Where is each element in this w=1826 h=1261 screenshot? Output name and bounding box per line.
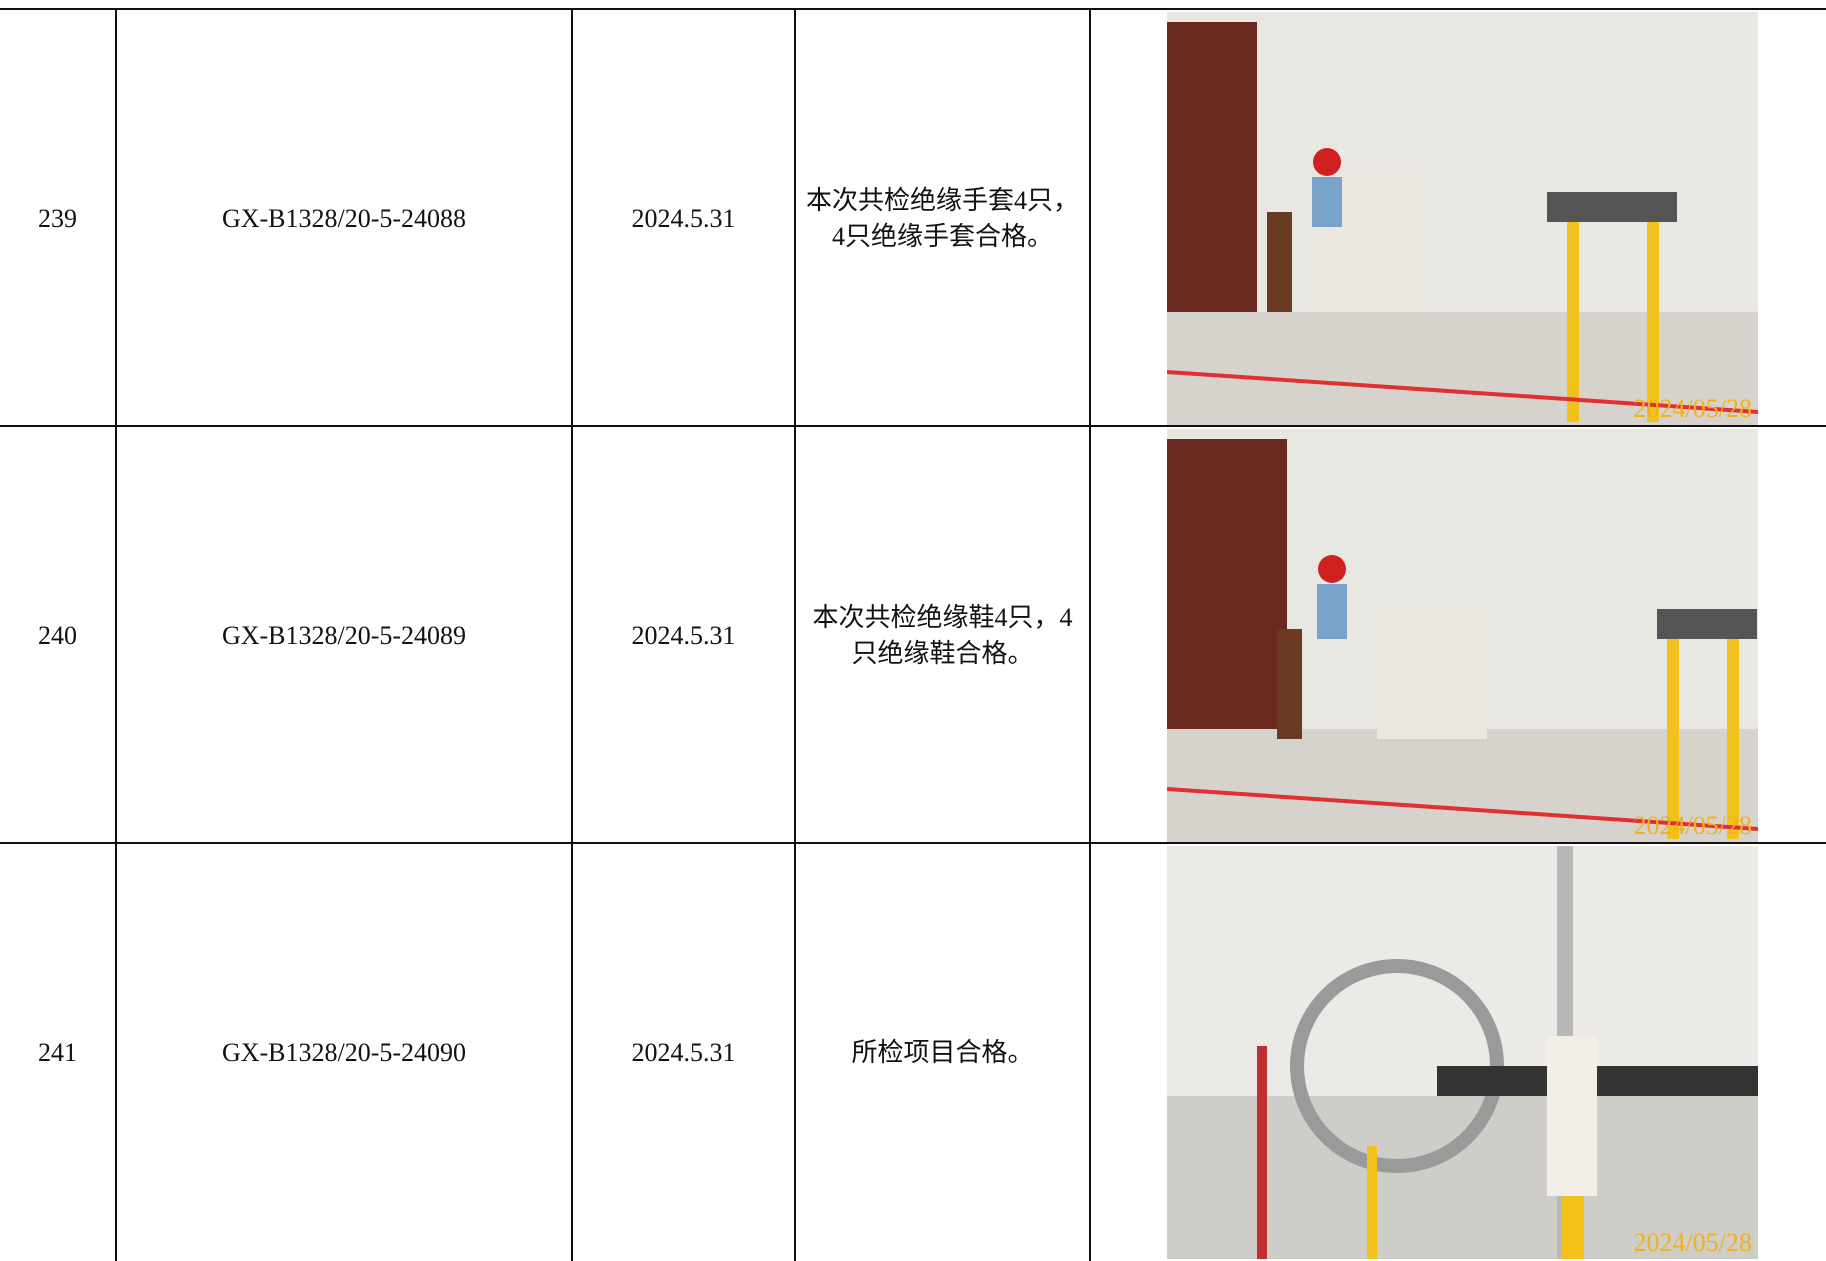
photo: 2024/05/28 — [1167, 12, 1758, 425]
cell-photo: 2024/05/28 — [1089, 427, 1826, 844]
cell-code: GX-B1328/20-5-24088 — [115, 10, 571, 427]
cell-result: 本次共检绝缘鞋4只，4只绝缘鞋合格。 — [794, 427, 1089, 844]
photo: 2024/05/28 — [1167, 429, 1758, 842]
photo-stamp: 2024/05/28 — [1634, 811, 1752, 840]
cell-photo: 2024/05/28 — [1089, 10, 1826, 427]
cell-date: 2024.5.31 — [571, 844, 794, 1261]
table-row: 240 GX-B1328/20-5-24089 2024.5.31 本次共检绝缘鞋4只… — [0, 425, 1826, 844]
cell-number: 240 — [38, 620, 77, 650]
table-row: 241 GX-B1328/20-5-24090 2024.5.31 所检项目合格。 20… — [0, 842, 1826, 1261]
cell-number: 241 — [38, 1037, 77, 1067]
cell-date: 2024.5.31 — [571, 427, 794, 844]
cell-date: 2024.5.31 — [571, 10, 794, 427]
photo-stamp: 2024/05/28 — [1634, 394, 1752, 423]
photo: 2024/05/28 — [1167, 846, 1758, 1259]
cell-number: 239 — [38, 203, 77, 233]
cell-result: 所检项目合格。 — [794, 844, 1089, 1261]
cell-result: 本次共检绝缘手套4只，4只绝缘手套合格。 — [794, 10, 1089, 427]
photo-stamp: 2024/05/28 — [1634, 1228, 1752, 1257]
cell-code: GX-B1328/20-5-24090 — [115, 844, 571, 1261]
cell-code: GX-B1328/20-5-24089 — [115, 427, 571, 844]
cell-photo: 2024/05/28 — [1089, 844, 1826, 1261]
table-row: 239 GX-B1328/20-5-24088 2024.5.31 本次共检绝缘手套4… — [0, 8, 1826, 427]
